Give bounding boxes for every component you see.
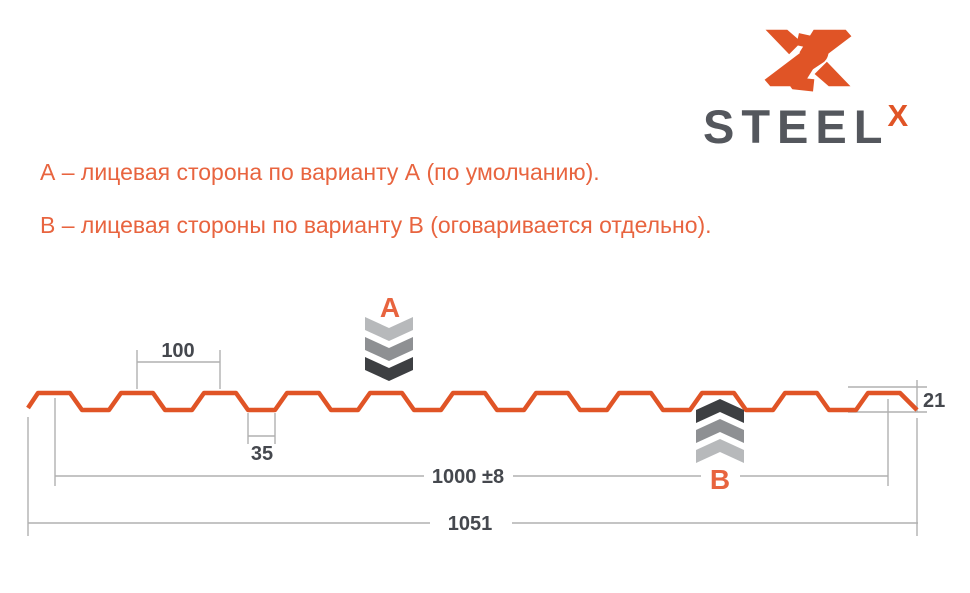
dim-1000-line bbox=[54, 398, 889, 486]
brand-x-text: X bbox=[887, 98, 909, 133]
side-b-marker: В bbox=[696, 399, 744, 495]
dim-1000-label: 1000 ±8 bbox=[432, 466, 504, 488]
sheet-profile-outline bbox=[26, 390, 919, 413]
brand-name-text: STEEL bbox=[703, 100, 890, 153]
dimension-lines bbox=[27, 350, 927, 536]
dim-100-line bbox=[136, 350, 221, 389]
side-a-marker: А bbox=[365, 292, 413, 381]
logo-chain-link bbox=[788, 33, 829, 92]
logo-arm-bottom-left bbox=[764, 50, 817, 87]
side-b-letter: В bbox=[710, 464, 730, 495]
chevron-up-icon bbox=[696, 419, 744, 443]
logo-arm-bottom-right bbox=[814, 61, 851, 87]
chevron-up-icon bbox=[696, 399, 744, 423]
dim-35-line bbox=[247, 413, 276, 444]
legend-variant-b: В – лицевая стороны по варианту В (огова… bbox=[40, 212, 712, 238]
steelx-logo-icon bbox=[764, 29, 852, 92]
profile-diagram: А В 100 35 1000 ±8 1051 21 bbox=[26, 292, 945, 536]
dim-21-line bbox=[848, 380, 927, 413]
chevron-up-icon bbox=[696, 439, 744, 463]
dim-100-label: 100 bbox=[161, 340, 194, 362]
side-a-letter: А bbox=[380, 292, 400, 323]
dim-21-label: 21 bbox=[923, 390, 945, 412]
dim-1051-line bbox=[27, 417, 918, 536]
brand-wordmark: STEEL X bbox=[703, 98, 910, 153]
dim-1051-label: 1051 bbox=[448, 513, 493, 535]
chevron-down-icon bbox=[365, 337, 413, 361]
logo-arm-top-left bbox=[765, 29, 802, 55]
chevron-down-icon bbox=[365, 357, 413, 381]
legend-variant-a: А – лицевая сторона по варианту А (по ум… bbox=[40, 159, 600, 185]
dim-35-label: 35 bbox=[251, 443, 273, 465]
chevron-down-icon bbox=[365, 317, 413, 341]
